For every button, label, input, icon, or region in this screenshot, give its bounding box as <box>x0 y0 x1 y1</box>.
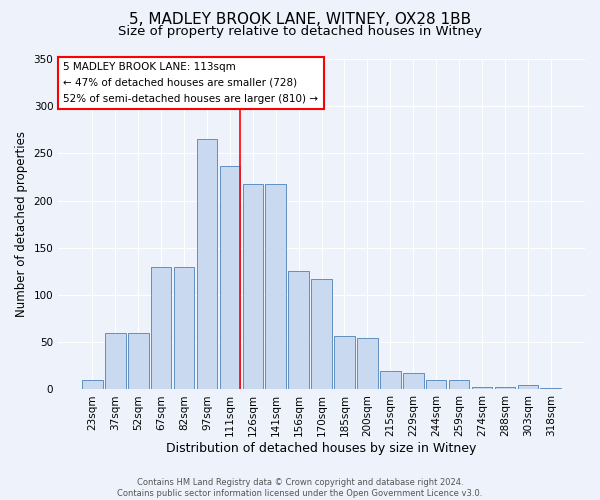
Bar <box>105 333 125 390</box>
Bar <box>472 386 493 390</box>
Bar <box>449 380 469 390</box>
Bar <box>334 336 355 390</box>
Bar <box>311 279 332 390</box>
Bar <box>289 272 309 390</box>
Bar <box>403 374 424 390</box>
Text: Contains HM Land Registry data © Crown copyright and database right 2024.
Contai: Contains HM Land Registry data © Crown c… <box>118 478 482 498</box>
Bar <box>518 384 538 390</box>
Bar <box>151 266 172 390</box>
Bar <box>174 266 194 390</box>
Bar <box>220 166 240 390</box>
Y-axis label: Number of detached properties: Number of detached properties <box>15 131 28 317</box>
Text: Size of property relative to detached houses in Witney: Size of property relative to detached ho… <box>118 25 482 38</box>
Bar <box>128 333 149 390</box>
Bar <box>265 184 286 390</box>
Bar <box>541 388 561 390</box>
Bar <box>197 140 217 390</box>
Bar <box>380 370 401 390</box>
Bar <box>242 184 263 390</box>
Bar <box>426 380 446 390</box>
Bar <box>82 380 103 390</box>
Text: 5, MADLEY BROOK LANE, WITNEY, OX28 1BB: 5, MADLEY BROOK LANE, WITNEY, OX28 1BB <box>129 12 471 28</box>
X-axis label: Distribution of detached houses by size in Witney: Distribution of detached houses by size … <box>166 442 477 455</box>
Bar <box>357 338 378 390</box>
Text: 5 MADLEY BROOK LANE: 113sqm
← 47% of detached houses are smaller (728)
52% of se: 5 MADLEY BROOK LANE: 113sqm ← 47% of det… <box>64 62 319 104</box>
Bar <box>494 386 515 390</box>
